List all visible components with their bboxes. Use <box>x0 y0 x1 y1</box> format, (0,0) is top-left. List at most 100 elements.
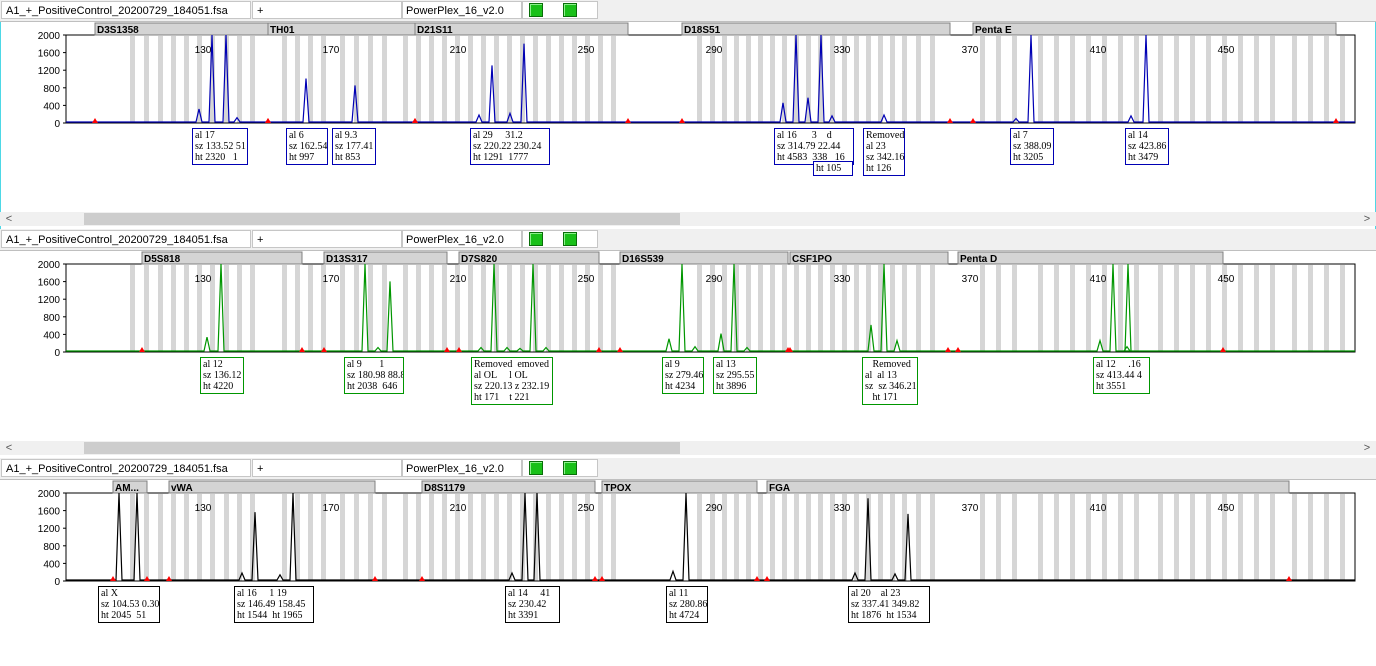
x-tick-label: 210 <box>450 503 467 514</box>
allele-bin <box>1340 265 1345 352</box>
scroll-left-arrow[interactable]: < <box>5 213 13 225</box>
add-sample-button[interactable]: + <box>252 230 402 248</box>
allele-bin <box>572 36 577 123</box>
allele-bin <box>854 494 859 581</box>
allele-bin <box>354 36 359 123</box>
marker-bar[interactable]: D18S51 <box>681 22 951 36</box>
x-tick-label: 450 <box>1218 503 1235 514</box>
peak-label[interactable]: al 29 31.2 sz 220.22 230.24 ht 1291 1777 <box>470 128 550 165</box>
allele-bin <box>794 494 799 581</box>
green-action-icon[interactable] <box>529 461 543 475</box>
marker-name: CSF1PO <box>792 254 832 265</box>
panel-name-label[interactable]: PowerPlex_16_v2.0 <box>402 230 522 248</box>
peak-label-line: sz 146.49 158.45 <box>237 599 306 610</box>
allele-bin <box>1118 36 1123 123</box>
peak-label[interactable]: ht 105 <box>813 161 853 176</box>
allele-bin <box>980 494 985 581</box>
marker-bar[interactable]: D21S11 <box>414 22 629 36</box>
green-action-icon[interactable] <box>563 461 577 475</box>
marker-bar[interactable]: D5S818 <box>141 251 303 265</box>
x-tick-label: 410 <box>1090 274 1107 285</box>
peak-label[interactable]: al 11 sz 280.86 ht 4724 <box>666 586 708 623</box>
peak-label[interactable]: al 9 sz 279.46 ht 4234 <box>662 357 704 394</box>
marker-bar[interactable]: D3S1358 <box>94 22 269 36</box>
x-tick-label: 170 <box>323 45 340 56</box>
peak-label-line: sz 230.42 <box>508 599 549 610</box>
allele-bin <box>1012 494 1017 581</box>
add-sample-button[interactable]: + <box>252 1 402 19</box>
peak-label[interactable]: al 12 sz 136.12 ht 4220 <box>200 357 244 394</box>
marker-boundary-triangle <box>139 347 145 352</box>
peak-label[interactable]: al 14 sz 423.86 ht 3479 <box>1125 128 1169 165</box>
peak-label[interactable]: al 20 al 23 sz 337.41 349.82 ht 1876 ht 15… <box>848 586 930 623</box>
allele-bin <box>494 265 499 352</box>
marker-bar[interactable]: D7S820 <box>458 251 600 265</box>
allele-bin <box>250 265 255 352</box>
allele-bin <box>1190 36 1195 123</box>
scroll-right-arrow[interactable]: > <box>1363 442 1371 454</box>
panel-name-label[interactable]: PowerPlex_16_v2.0 <box>402 1 522 19</box>
marker-bar[interactable]: vWA <box>168 480 376 494</box>
peak-label[interactable]: al 14 41 sz 230.42 ht 3391 <box>505 586 560 623</box>
add-sample-button[interactable]: + <box>252 459 402 477</box>
allele-bin <box>308 494 313 581</box>
marker-bar[interactable]: FGA <box>766 480 1290 494</box>
marker-bar[interactable]: TPOX <box>601 480 758 494</box>
marker-bar[interactable]: D16S539 <box>619 251 789 265</box>
allele-bin <box>130 494 135 581</box>
green-action-icon[interactable] <box>529 232 543 246</box>
allele-bin <box>533 36 538 123</box>
peak-label[interactable]: al 13 sz 295.55 ht 3896 <box>713 357 757 394</box>
marker-bar[interactable]: Penta D <box>957 251 1224 265</box>
peak-label[interactable]: Removed emoved al OL l OL sz 220.13 z 232.… <box>471 357 553 405</box>
panel-name-label[interactable]: PowerPlex_16_v2.0 <box>402 459 522 477</box>
allele-bin <box>1254 494 1259 581</box>
marker-bar[interactable]: AM... <box>112 480 148 494</box>
peak-label[interactable]: al 16 1 19 sz 146.49 158.45 ht 1544 ht 196… <box>234 586 314 623</box>
peak-label-line: ht 4234 <box>665 381 696 392</box>
sample-file-tab[interactable]: A1_+_PositiveControl_20200729_184051.fsa <box>1 1 251 19</box>
scroll-right-arrow[interactable]: > <box>1363 213 1371 225</box>
peak-label[interactable]: al 9.3 sz 177.41 ht 853 <box>332 128 376 165</box>
peak-label-line: ht 3551 <box>1096 381 1127 392</box>
allele-bin <box>130 265 135 352</box>
allele-bin <box>1270 494 1275 581</box>
allele-bin <box>1270 36 1275 123</box>
peak-label[interactable]: al 7 sz 388.09 ht 3205 <box>1010 128 1054 165</box>
allele-bin <box>1174 36 1179 123</box>
marker-bar[interactable]: D8S1179 <box>421 480 596 494</box>
allele-bin <box>1190 265 1195 352</box>
marker-bar[interactable]: Penta E <box>972 22 1337 36</box>
allele-bin <box>481 494 486 581</box>
scroll-left-arrow[interactable]: < <box>5 442 13 454</box>
green-action-icon[interactable] <box>529 3 543 17</box>
sample-file-tab[interactable]: A1_+_PositiveControl_20200729_184051.fsa <box>1 230 251 248</box>
horizontal-scrollbar[interactable]: < > <box>0 212 1376 226</box>
marker-bar[interactable]: D13S317 <box>323 251 448 265</box>
marker-bar[interactable]: CSF1PO <box>789 251 949 265</box>
green-action-icon[interactable] <box>563 232 577 246</box>
marker-bar[interactable]: TH01 <box>267 22 416 36</box>
peak-label[interactable]: al 17 sz 133.52 51 ht 2320 1 <box>192 128 248 165</box>
peak-label[interactable]: al 12 .16 sz 413.44 4 ht 3551 <box>1093 357 1150 394</box>
allele-bin <box>416 36 421 123</box>
allele-bin <box>250 36 255 123</box>
allele-bin <box>722 494 727 581</box>
allele-bin <box>734 494 739 581</box>
sample-file-tab[interactable]: A1_+_PositiveControl_20200729_184051.fsa <box>1 459 251 477</box>
peak-label[interactable]: al 16 3 d sz 314.79 22.44 ht 4583 338 16 <box>774 128 854 165</box>
green-action-icon[interactable] <box>563 3 577 17</box>
allele-bin <box>1254 265 1259 352</box>
scrollbar-thumb[interactable] <box>84 442 680 454</box>
allele-bin <box>1038 265 1043 352</box>
allele-bin <box>210 494 215 581</box>
scrollbar-thumb[interactable] <box>84 213 680 225</box>
plot-area: D5S818 D13S317 D7S820 D16S539 CSF1PO Penta D 1… <box>38 251 1356 359</box>
peak-label[interactable]: Removed al 23 sz 342.16 ht 126 <box>863 128 905 176</box>
peak-label[interactable]: al 6 sz 162.54 ht 997 <box>286 128 328 165</box>
horizontal-scrollbar[interactable]: < > <box>0 441 1376 455</box>
allele-bin <box>611 494 616 581</box>
peak-label[interactable]: Removed al al 13 sz sz 346.21 ht 171 <box>862 357 918 405</box>
